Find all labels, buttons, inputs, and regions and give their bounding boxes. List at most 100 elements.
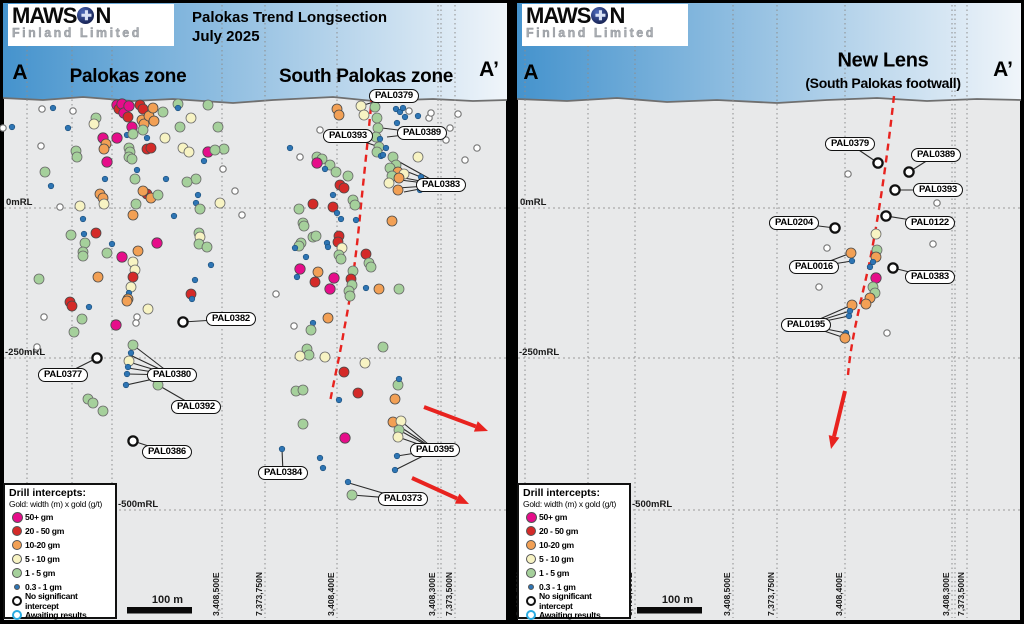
drill-intercept-dot	[88, 118, 100, 130]
drill-intercept-dot	[151, 237, 163, 249]
drill-intercept-dot	[846, 307, 854, 315]
section-marker-a: A	[12, 61, 28, 84]
drill-intercept-dot	[33, 343, 41, 351]
scale-bar	[127, 607, 192, 614]
mawson-logo: MAWS ✚ N Finland Limited	[8, 4, 174, 46]
drill-intercept-dot	[133, 166, 141, 174]
drill-intercept-dot	[214, 197, 226, 209]
drill-intercept-dot	[393, 172, 405, 184]
legend-swatch-icon	[9, 526, 25, 536]
figure-title: Palokas Trend Longsection July 2025	[192, 8, 387, 46]
hole-label-PAL0389: PAL0389	[396, 126, 448, 140]
drill-intercept-dot	[181, 176, 193, 188]
drill-intercept-dot	[110, 319, 122, 331]
drill-intercept-dot	[293, 273, 301, 281]
plunge-arrow	[411, 476, 459, 501]
drill-intercept-dot	[302, 253, 310, 261]
drill-intercept-dot	[392, 431, 404, 443]
logo-word-pre: MAWS	[12, 3, 77, 28]
plunge-arrow-head	[473, 421, 488, 432]
drill-intercept-dot	[342, 170, 354, 182]
zone-label: South Palokas zone	[278, 66, 454, 87]
drill-intercept-dot	[393, 283, 405, 295]
drill-intercept-dot	[185, 112, 197, 124]
drill-intercept-dot	[127, 271, 139, 283]
drill-intercept-dot	[412, 151, 424, 163]
zone-label: Palokas zone	[69, 66, 187, 87]
drill-intercept-dot	[143, 134, 151, 142]
legend-swatch-icon	[523, 596, 539, 606]
drill-intercept-dot	[191, 276, 199, 284]
drill-intercept-dot	[389, 393, 401, 405]
drill-intercept-dot	[297, 384, 309, 396]
legend-item-label: Awaiting results	[25, 610, 87, 620]
drill-intercept-dot	[382, 144, 390, 152]
legend-item: Awaiting results	[9, 608, 111, 622]
drill-intercept-dot	[65, 229, 77, 241]
hole-label-PAL0383: PAL0383	[415, 178, 467, 192]
coordinate-label: 3,408,500E	[722, 572, 732, 616]
scale-bar-label: 100 m	[152, 594, 183, 606]
drill-intercept-dot	[148, 115, 160, 127]
drill-intercept-dot	[212, 121, 224, 133]
drill-intercept-dot	[346, 489, 358, 501]
drill-intercept-dot	[328, 272, 340, 284]
hole-label-PAL0395: PAL0395	[409, 443, 461, 457]
drill-intercept-dot	[194, 203, 206, 215]
coordinate-label: 7,373,500N	[956, 572, 966, 616]
drill-intercept-dot	[101, 247, 113, 259]
legend-title: Drill intercepts:	[9, 487, 87, 499]
drill-intercept-dot	[291, 244, 299, 252]
trend-dashed-line	[846, 95, 896, 376]
mawson-logo: MAWS ✚ N Finland Limited	[522, 4, 688, 46]
hole-label-PAL0389: PAL0389	[910, 148, 962, 162]
legend-swatch-icon	[523, 568, 539, 578]
hole-label-PAL0016: PAL0016	[788, 260, 840, 274]
plunge-arrow	[832, 390, 847, 437]
drill-intercept-dot	[290, 322, 298, 330]
drill-intercept-dot	[123, 100, 135, 112]
hole-label-PAL0204: PAL0204	[768, 216, 820, 230]
drill-intercept-dot	[76, 313, 88, 325]
drill-intercept-dot	[329, 191, 337, 199]
drill-intercept-dot	[359, 357, 371, 369]
drill-intercept-dot	[414, 112, 422, 120]
hole-label-PAL0379: PAL0379	[824, 137, 876, 151]
drill-intercept-dot	[309, 276, 321, 288]
drill-intercept-dot	[74, 200, 86, 212]
drill-intercept-dot	[373, 283, 385, 295]
drill-intercept-dot	[399, 104, 407, 112]
hole-label-PAL0392: PAL0392	[170, 400, 222, 414]
drill-intercept-dot	[883, 329, 891, 337]
legend-item-label: 20 - 50 gm	[539, 526, 579, 536]
drill-intercept-dot	[344, 478, 352, 486]
drill-intercept-dot	[122, 111, 134, 123]
legend-item-label: 50+ gm	[539, 512, 568, 522]
drill-intercept-dot	[371, 112, 383, 124]
drill-intercept-dot	[305, 324, 317, 336]
drill-intercept-dot	[71, 151, 83, 163]
legend-rows: 50+ gm 20 - 50 gm 10-20 gm 5 - 10 gm 1 - 5 g…	[523, 510, 625, 622]
drill-intercept-dot	[294, 350, 306, 362]
scale-bar	[637, 607, 702, 614]
drill-intercept-dot	[327, 201, 339, 213]
drill-intercept-dot	[365, 261, 377, 273]
drill-intercept-dot	[278, 445, 286, 453]
drill-intercept-dot	[122, 381, 130, 389]
drill-intercept-dot	[903, 166, 915, 178]
legend-item-label: 5 - 10 gm	[25, 554, 60, 564]
legend-swatch-icon	[523, 540, 539, 550]
drill-intercept-dot	[383, 177, 395, 189]
legend-swatch-icon	[9, 596, 25, 606]
legend-item-label: Awaiting results	[539, 610, 601, 620]
drill-intercept-dot	[880, 210, 892, 222]
hole-label-PAL0383: PAL0383	[904, 270, 956, 284]
drill-intercept-dot	[98, 198, 110, 210]
drill-intercept-dot	[201, 241, 213, 253]
plunge-arrow-head	[454, 493, 469, 504]
drill-intercept-dot	[839, 332, 851, 344]
drill-intercept-dot	[386, 215, 398, 227]
drill-intercept-dot	[339, 432, 351, 444]
drill-intercept-dot	[473, 144, 481, 152]
drill-intercept-dot	[324, 243, 332, 251]
